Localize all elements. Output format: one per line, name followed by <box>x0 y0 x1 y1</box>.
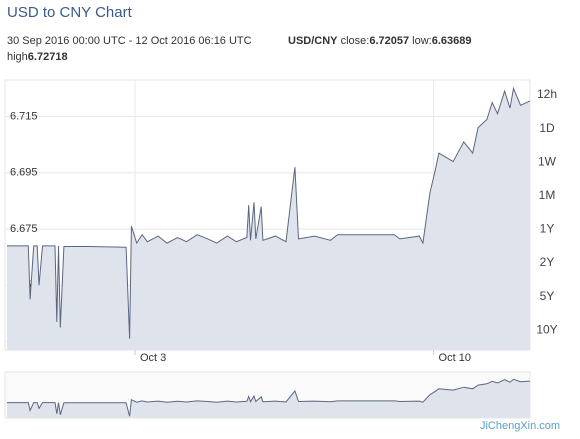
line <box>7 378 531 417</box>
chart-subtitle: 30 Sep 2016 00:00 UTC - 12 Oct 2016 06:1… <box>7 35 252 47</box>
range-button[interactable]: 1D <box>539 121 555 135</box>
y-tick-label: 6.695 <box>10 167 38 179</box>
y-tick-label: 6.675 <box>10 223 38 235</box>
range-button[interactable]: 10Y <box>536 322 557 336</box>
range-button[interactable]: 1W <box>538 154 557 168</box>
stat-label: close: <box>341 35 370 47</box>
x-tick-label: Oct 3 <box>140 352 166 364</box>
chart-title: USD to CNY Chart <box>7 4 133 21</box>
area <box>7 379 530 418</box>
range-button[interactable]: 5Y <box>540 289 555 303</box>
stats-line: USD/CNY close:6.72057 low:6.63689 <box>288 35 471 47</box>
symbol: USD/CNY <box>288 35 338 47</box>
stat-value: 6.72718 <box>28 51 68 63</box>
y-tick-label: 6.715 <box>10 110 38 122</box>
x-tick-label: Oct 10 <box>439 352 471 364</box>
range-button[interactable]: 12h <box>537 87 557 101</box>
stat-label: low: <box>412 35 432 47</box>
line <box>7 86 531 339</box>
range-button[interactable]: 1Y <box>540 222 555 236</box>
stat-value: 6.63689 <box>432 35 472 47</box>
area <box>7 88 530 351</box>
watermark: JiChengXin.com <box>480 420 560 432</box>
stat-label: high <box>7 51 28 63</box>
stats-line: high6.72718 <box>7 51 68 63</box>
stat-value: 6.72057 <box>369 35 409 47</box>
range-button[interactable]: 1M <box>539 188 556 202</box>
range-button[interactable]: 2Y <box>540 255 555 269</box>
